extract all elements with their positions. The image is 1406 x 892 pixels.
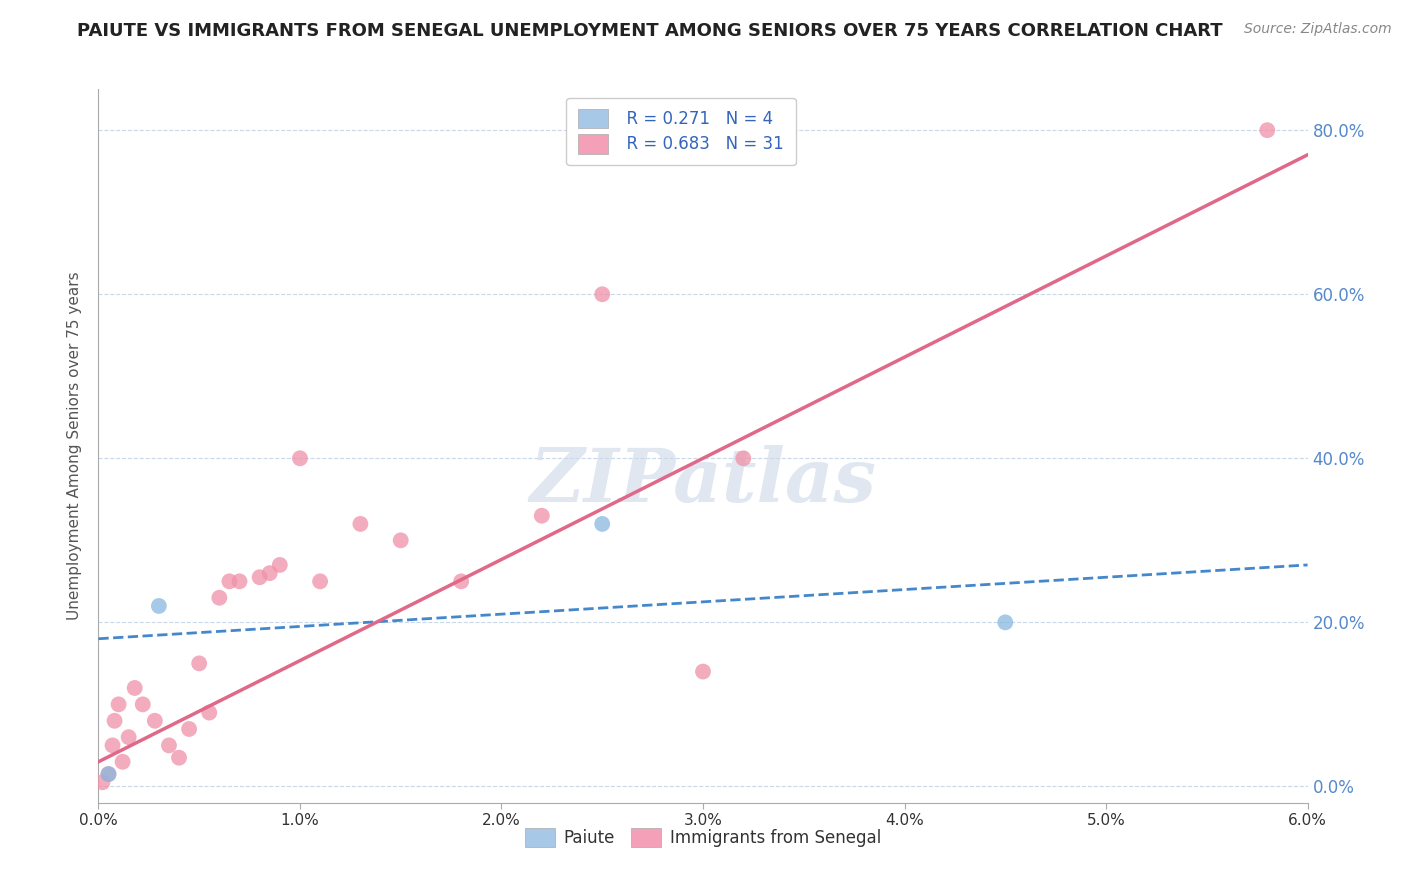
Point <box>1256 123 1278 137</box>
Point <box>309 574 332 589</box>
Point <box>733 451 755 466</box>
Point <box>288 451 311 466</box>
Point <box>167 750 190 764</box>
Point <box>179 722 201 736</box>
Point <box>218 574 240 589</box>
Point <box>389 533 412 548</box>
Point <box>124 681 146 695</box>
Point <box>188 657 211 671</box>
Text: Source: ZipAtlas.com: Source: ZipAtlas.com <box>1244 22 1392 37</box>
Point <box>591 516 613 531</box>
Point <box>157 739 180 753</box>
Point <box>994 615 1017 630</box>
Point <box>591 287 613 301</box>
Point <box>132 698 155 712</box>
Point <box>101 739 124 753</box>
Point <box>450 574 472 589</box>
Point <box>349 516 371 531</box>
Point <box>228 574 250 589</box>
Point <box>97 767 120 781</box>
Point <box>107 698 129 712</box>
Point <box>269 558 291 572</box>
Point <box>118 730 141 744</box>
Point <box>259 566 281 581</box>
Point <box>208 591 231 605</box>
Text: PAIUTE VS IMMIGRANTS FROM SENEGAL UNEMPLOYMENT AMONG SENIORS OVER 75 YEARS CORRE: PAIUTE VS IMMIGRANTS FROM SENEGAL UNEMPL… <box>77 22 1223 40</box>
Point <box>111 755 134 769</box>
Point <box>692 665 714 679</box>
Y-axis label: Unemployment Among Seniors over 75 years: Unemployment Among Seniors over 75 years <box>67 272 83 620</box>
Point <box>97 767 120 781</box>
Point <box>103 714 125 728</box>
Point <box>91 775 114 789</box>
Point <box>530 508 553 523</box>
Legend: Paiute, Immigrants from Senegal: Paiute, Immigrants from Senegal <box>513 816 893 859</box>
Point <box>249 570 271 584</box>
Point <box>148 599 170 613</box>
Text: ZIPatlas: ZIPatlas <box>530 445 876 518</box>
Point <box>143 714 166 728</box>
Point <box>198 706 221 720</box>
